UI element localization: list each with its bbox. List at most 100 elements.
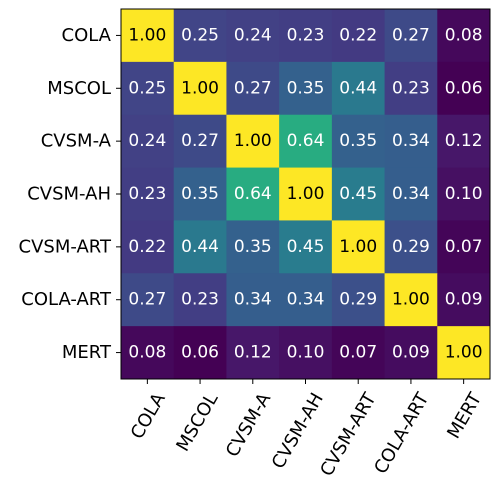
- cell-value-label: 0.25: [128, 78, 166, 98]
- cell-value-label: 0.35: [339, 131, 377, 151]
- heatmap-cell: [437, 326, 491, 380]
- heatmap-cell: [279, 61, 333, 116]
- cell-value-label: 0.29: [392, 237, 430, 257]
- cell-value-label: 0.23: [128, 184, 166, 204]
- cell-labels-layer: 1.00 0.25 0.24 0.23 0.22 0.27 0.08 0.25 1.00 0.27…: [128, 25, 482, 362]
- heatmap-cell: [121, 114, 175, 169]
- heatmap-cell: [121, 9, 175, 63]
- heatmap-cell: [331, 61, 386, 116]
- cell-value-label: 0.44: [181, 237, 219, 257]
- y-tick-label: MSCOL: [47, 78, 111, 99]
- heatmap-cell: [226, 220, 280, 274]
- cell-value-label: 0.64: [234, 184, 272, 204]
- cell-value-label: 0.29: [339, 290, 377, 310]
- cell-value-label: 1.00: [128, 25, 166, 45]
- heatmap-cell: [173, 326, 227, 380]
- heatmap-cell: [331, 9, 386, 63]
- cell-value-label: 0.24: [128, 131, 166, 151]
- cell-value-label: 0.08: [128, 343, 166, 363]
- cell-value-label: 1.00: [445, 343, 483, 363]
- cell-value-label: 0.06: [445, 78, 483, 98]
- cell-value-label: 0.10: [287, 343, 325, 363]
- y-tick-label: CVSM-A: [41, 131, 112, 152]
- heatmap-cell: [173, 61, 227, 116]
- heatmap-cell: [226, 326, 280, 380]
- cell-value-label: 0.10: [445, 184, 483, 204]
- heatmap-cell: [384, 114, 438, 169]
- cell-value-label: 0.23: [287, 25, 325, 45]
- cell-value-label: 0.64: [287, 131, 325, 151]
- cell-value-label: 0.27: [234, 78, 272, 98]
- y-tick-label: COLA-ART: [21, 289, 112, 310]
- cell-value-label: 0.44: [339, 78, 377, 98]
- heatmap-cell: [331, 114, 386, 169]
- heatmap-cell: [121, 220, 175, 274]
- heatmap-cell: [226, 114, 280, 169]
- heatmap-cell: [331, 167, 386, 221]
- heatmap-cell: [437, 9, 491, 63]
- cell-value-label: 0.12: [234, 343, 272, 363]
- heatmap-cell: [173, 273, 227, 327]
- heatmap-cell: [226, 61, 280, 116]
- cell-value-label: 0.34: [234, 290, 272, 310]
- heatmap-cell: [331, 220, 386, 274]
- cell-value-label: 0.07: [445, 237, 483, 257]
- heatmap-cell: [121, 326, 175, 380]
- x-tick-label: COLA: [127, 389, 170, 443]
- heatmap-cell: [437, 61, 491, 116]
- cell-value-label: 0.22: [128, 237, 166, 257]
- heatmap-cell: [331, 326, 386, 380]
- cell-value-label: 0.08: [445, 25, 483, 45]
- cell-value-label: 0.06: [181, 343, 219, 363]
- heatmap-cell: [279, 326, 333, 380]
- cell-value-label: 1.00: [234, 131, 272, 151]
- heatmap-cell: [121, 61, 175, 116]
- y-tick-label: CVSM-AH: [27, 184, 111, 205]
- x-tick-label: MSCOL: [172, 389, 222, 455]
- cell-value-label: 0.07: [339, 343, 377, 363]
- heatmap-cell: [384, 273, 438, 327]
- cell-value-label: 1.00: [287, 184, 325, 204]
- heatmap-cell: [331, 273, 386, 327]
- heatmap-cell: [437, 114, 491, 169]
- heatmap-cell: [173, 167, 227, 221]
- cell-value-label: 0.27: [128, 290, 166, 310]
- cell-value-label: 0.45: [339, 184, 377, 204]
- cell-value-label: 0.23: [392, 78, 430, 98]
- cells-layer: [121, 9, 491, 380]
- heatmap-cell: [279, 9, 333, 63]
- cell-value-label: 0.45: [287, 237, 325, 257]
- x-tick-label: CVSM-AH: [268, 389, 328, 472]
- cell-value-label: 0.27: [181, 131, 219, 151]
- cell-value-label: 0.35: [287, 78, 325, 98]
- cell-value-label: 0.34: [392, 184, 430, 204]
- heatmap-cell: [173, 220, 227, 274]
- x-tick-label: CVSM-A: [222, 389, 276, 461]
- heatmap-cell: [384, 220, 438, 274]
- heatmap-cell: [279, 220, 333, 274]
- heatmap-cell: [279, 273, 333, 327]
- heatmap-cell: [279, 167, 333, 221]
- y-tick-label: COLA: [62, 25, 112, 46]
- cell-value-label: 0.35: [234, 237, 272, 257]
- cell-value-label: 0.12: [445, 131, 483, 151]
- heatmap-cell: [226, 9, 280, 63]
- cell-value-label: 0.34: [392, 131, 430, 151]
- heatmap-cell: [226, 273, 280, 327]
- heatmap-cell: [173, 114, 227, 169]
- heatmap-cell: [437, 167, 491, 221]
- cell-value-label: 0.23: [181, 290, 219, 310]
- heatmap-cell: [121, 273, 175, 327]
- cell-value-label: 0.09: [392, 343, 430, 363]
- heatmap-cell: [384, 167, 438, 221]
- x-tick-label: MERT: [443, 389, 486, 443]
- heatmap-cell: [226, 167, 280, 221]
- heatmap-cell: [173, 9, 227, 63]
- y-tick-label: MERT: [62, 342, 112, 363]
- heatmap-cell: [437, 220, 491, 274]
- cell-value-label: 0.25: [181, 25, 219, 45]
- heatmap-cell: [121, 167, 175, 221]
- cell-value-label: 0.24: [234, 25, 272, 45]
- heatmap-cell: [279, 114, 333, 169]
